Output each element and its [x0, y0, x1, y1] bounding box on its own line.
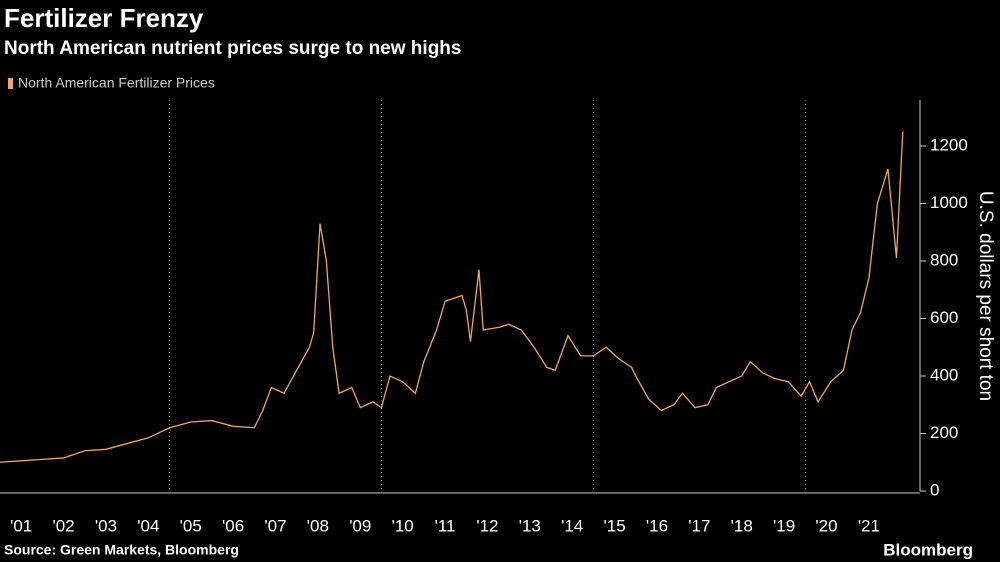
x-tick-label: '16 — [646, 516, 668, 535]
x-tick-label: '09 — [349, 516, 371, 535]
price-line — [0, 131, 904, 463]
legend-label: North American Fertilizer Prices — [18, 75, 215, 91]
x-tick-label: '14 — [561, 516, 583, 535]
x-tick-label: '08 — [307, 516, 329, 535]
x-tick-label: '21 — [858, 516, 880, 535]
x-tick-label: '15 — [604, 516, 626, 535]
y-tick-label: 1200 — [930, 135, 968, 154]
x-tick-label: '20 — [815, 516, 837, 535]
y-tick-label: 200 — [930, 423, 958, 442]
x-tick-label: '17 — [688, 516, 710, 535]
x-tick-label: '05 — [180, 516, 202, 535]
y-tick-label: 1000 — [930, 193, 968, 212]
x-tick-label: '07 — [264, 516, 286, 535]
chart-title: Fertilizer Frenzy — [4, 3, 204, 33]
x-tick-label: '13 — [519, 516, 541, 535]
x-tick-label: '03 — [95, 516, 117, 535]
x-tick-label: '12 — [476, 516, 498, 535]
x-tick-label: '19 — [773, 516, 795, 535]
x-tick-label: '01 — [10, 516, 32, 535]
y-tick-label: 600 — [930, 308, 958, 327]
x-tick-label: '10 — [392, 516, 414, 535]
x-tick-label: '04 — [137, 516, 159, 535]
y-tick-label: 800 — [930, 250, 958, 269]
x-tick-label: '11 — [435, 516, 456, 535]
x-tick-label: '02 — [52, 516, 74, 535]
brand: Bloomberg — [883, 540, 973, 559]
legend-swatch — [8, 78, 13, 89]
y-tick-label: 0 — [930, 480, 939, 499]
y-tick-label: 400 — [930, 365, 958, 384]
chart-subtitle: North American nutrient prices surge to … — [4, 38, 461, 59]
y-axis-title: U.S. dollars per short ton — [975, 191, 996, 401]
x-tick-label: '06 — [222, 516, 244, 535]
source: Source: Green Markets, Bloomberg — [4, 542, 239, 558]
x-tick-label: '18 — [731, 516, 753, 535]
